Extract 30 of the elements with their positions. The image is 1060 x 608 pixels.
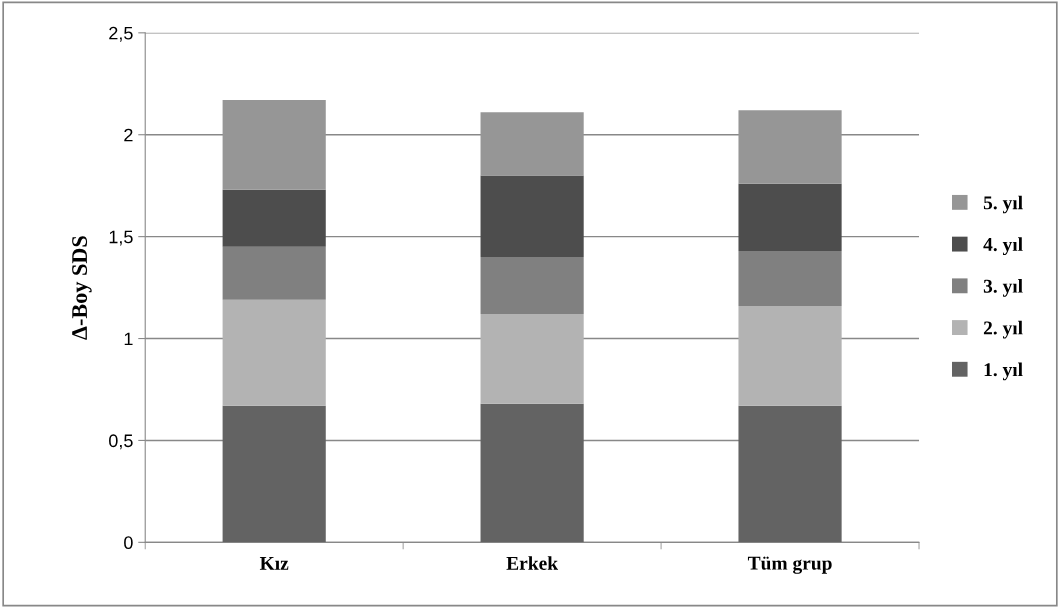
- bar: [738, 305, 842, 406]
- legend-label: 5. yıl: [983, 195, 1023, 214]
- x-tick-label: Erkek: [506, 556, 559, 570]
- bar: [738, 110, 842, 184]
- bar: [480, 112, 584, 176]
- legend-label: 4. yıl: [983, 237, 1023, 256]
- x-tick-label: Kız: [259, 556, 289, 570]
- bar: [480, 314, 584, 404]
- legend-label: 2. yıl: [983, 320, 1023, 339]
- bar: [222, 246, 326, 300]
- bar: [480, 175, 584, 258]
- legend-label: 3. yıl: [983, 279, 1023, 297]
- bar: [222, 189, 326, 247]
- bar: [480, 257, 584, 315]
- bar: [222, 100, 326, 190]
- x-tick-label: Tüm grup: [747, 556, 832, 574]
- y-axis-title: Δ-Boy SDS: [72, 236, 92, 340]
- bar: [222, 299, 326, 406]
- bar: [738, 250, 842, 306]
- bar: [222, 405, 326, 543]
- y-tick-label: 1,5: [109, 230, 133, 246]
- legend-label: 1. yıl: [984, 362, 1023, 381]
- y-tick-label: 2: [124, 128, 133, 142]
- y-tick-label: 1: [124, 332, 133, 346]
- y-tick-label: 0,5: [109, 434, 133, 450]
- bar: [738, 183, 842, 251]
- bar: [480, 403, 584, 543]
- y-tick-label: 0: [124, 536, 133, 550]
- y-tick-label: 2,5: [109, 26, 133, 42]
- bar: [738, 405, 842, 543]
